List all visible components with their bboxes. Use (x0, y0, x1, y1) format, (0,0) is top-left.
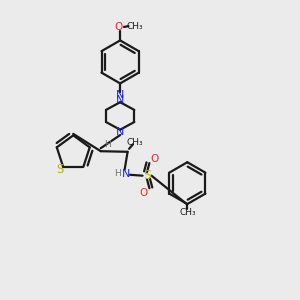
Text: H: H (114, 169, 121, 178)
Text: O: O (115, 22, 123, 32)
Text: N: N (116, 90, 124, 100)
Text: H: H (104, 140, 111, 149)
Text: S: S (56, 163, 63, 176)
Text: S: S (143, 169, 151, 182)
Text: O: O (151, 154, 159, 164)
Text: N: N (116, 95, 124, 105)
Text: CH₃: CH₃ (126, 22, 143, 31)
Text: N: N (116, 127, 124, 137)
Text: N: N (122, 169, 130, 179)
Text: CH₃: CH₃ (127, 138, 143, 147)
Text: O: O (139, 188, 148, 198)
Text: CH₃: CH₃ (180, 208, 196, 217)
